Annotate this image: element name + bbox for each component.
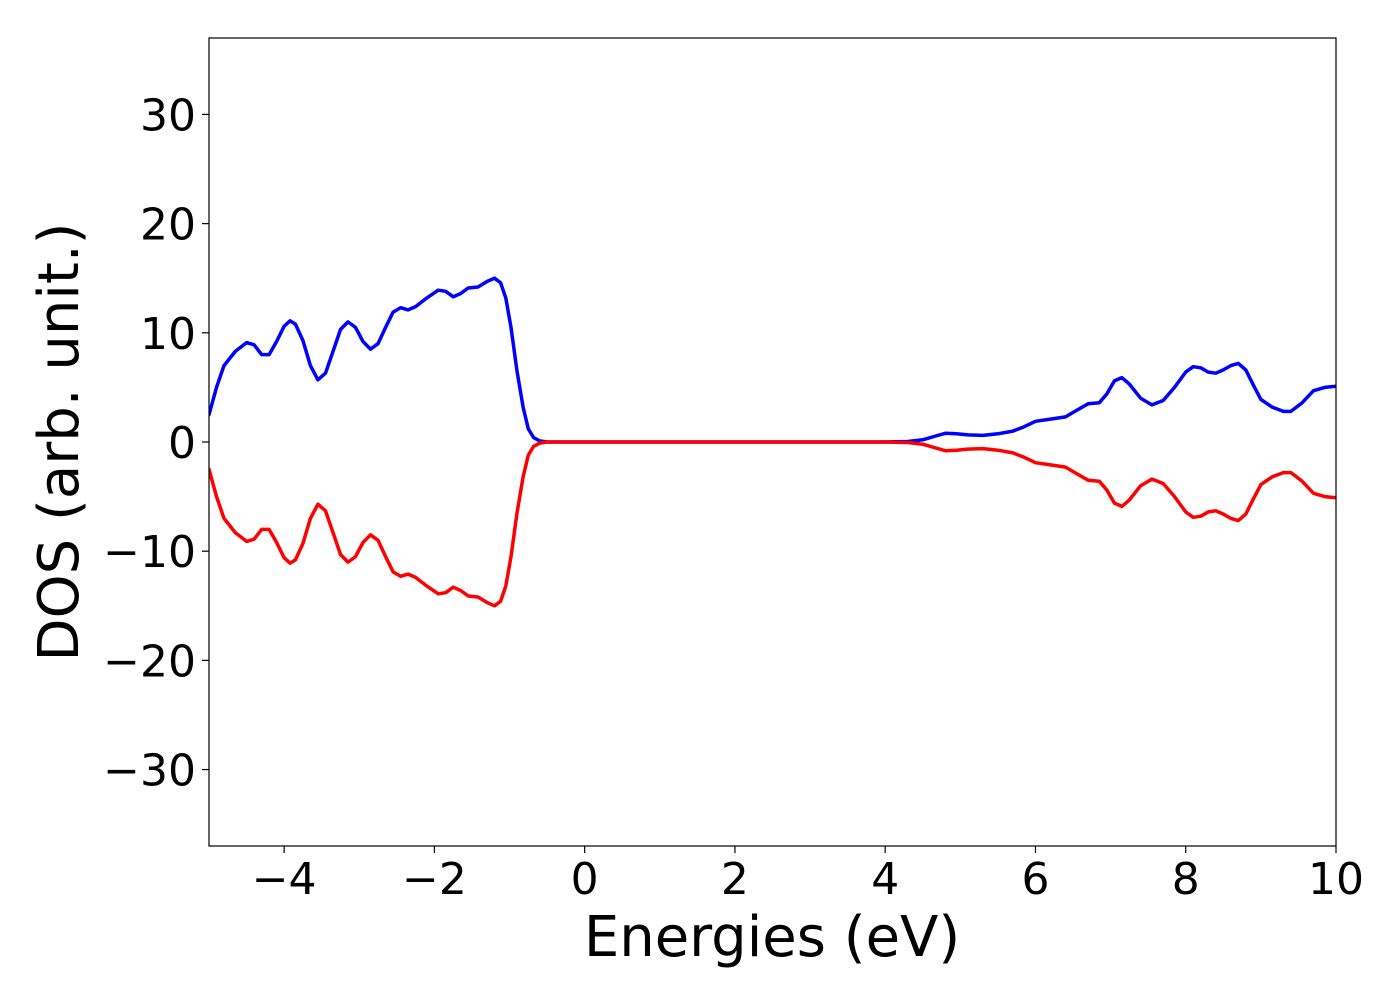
x-tick-label: 0 xyxy=(571,854,599,905)
x-tick-label: 8 xyxy=(1172,854,1200,905)
series-line-1 xyxy=(209,276,1336,444)
x-tick-label: 10 xyxy=(1308,854,1364,905)
x-tick-label: 4 xyxy=(871,854,899,905)
y-tick-label: −20 xyxy=(103,636,196,687)
y-tick-label: 30 xyxy=(140,90,196,141)
y-tick-label: 10 xyxy=(140,309,196,360)
x-axis: −4 −2 0 2 4 6 8 10 xyxy=(252,846,1364,905)
series-line-2 xyxy=(209,440,1336,608)
y-tick-label: 20 xyxy=(140,200,196,251)
x-tick-label: −2 xyxy=(402,854,467,905)
x-axis-title: Energies (eV) xyxy=(584,905,960,970)
x-tick-label: 6 xyxy=(1021,854,1049,905)
y-axis-title: DOS (arb. unit.) xyxy=(27,222,92,661)
y-tick-label: 0 xyxy=(168,418,196,469)
x-tick-label: 2 xyxy=(721,854,749,905)
series-layer xyxy=(209,276,1336,608)
x-tick-label: −4 xyxy=(252,854,317,905)
y-tick-label: −10 xyxy=(103,527,196,578)
y-axis: −30 −20 −10 0 10 20 30 xyxy=(103,90,209,797)
y-tick-label: −30 xyxy=(103,746,196,797)
